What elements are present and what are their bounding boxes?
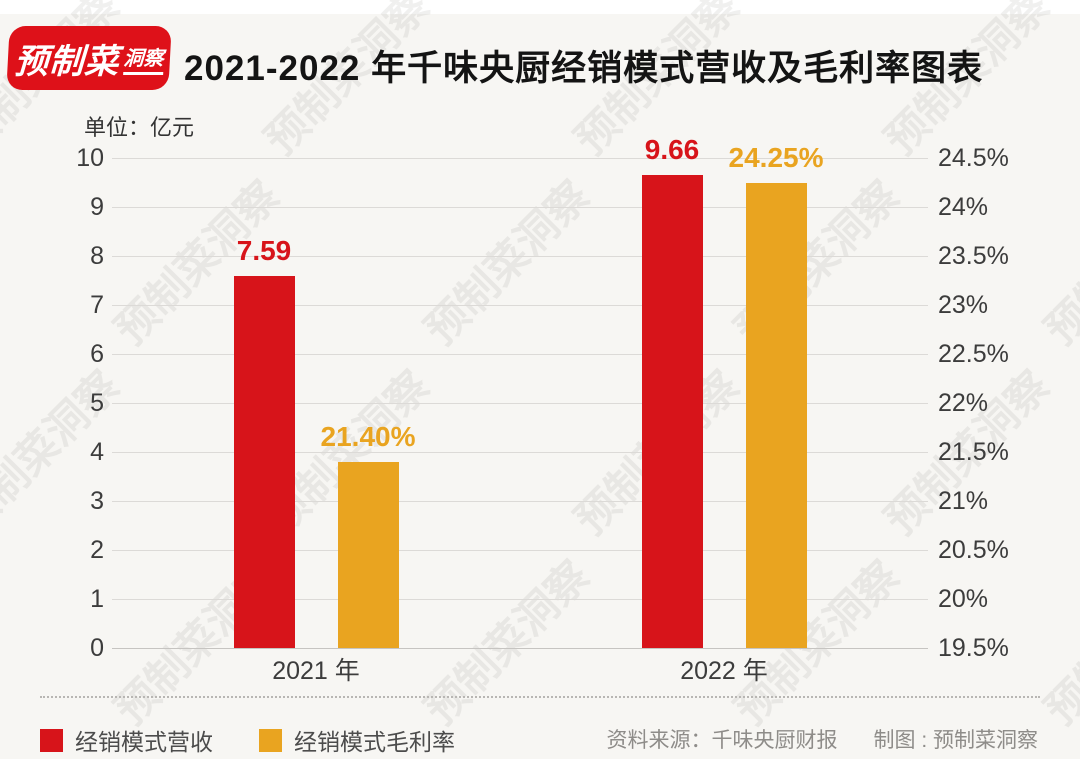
- gridline: [112, 256, 928, 257]
- left-axis-tick: 3: [90, 487, 104, 515]
- bar-value-label-gross-margin-1: 24.25%: [728, 141, 824, 173]
- gridline: [112, 452, 928, 453]
- bottom-margin-strip: [0, 759, 1080, 769]
- gridline: [112, 158, 928, 159]
- gridline: [112, 501, 928, 502]
- right-axis-tick: 20.5%: [938, 536, 1009, 564]
- left-axis-tick: 5: [90, 389, 104, 417]
- unit-label: 单位：亿元: [84, 115, 195, 140]
- left-axis-tick: 9: [90, 193, 104, 221]
- bar-revenue-1: [641, 174, 703, 648]
- chart-legend: 经销模式营收 经销模式毛利率: [40, 723, 455, 757]
- x-axis-category-label-0: 2021 年: [272, 657, 360, 685]
- gridline: [112, 599, 928, 600]
- right-axis-tick: 20%: [938, 585, 989, 613]
- bar-gross-margin-1: [745, 182, 807, 648]
- legend-swatch-gross-margin: [259, 728, 282, 752]
- left-axis-tick: 8: [90, 242, 104, 270]
- gridline: [112, 305, 928, 306]
- right-axis-tick: 19.5%: [938, 634, 1009, 662]
- legend-label-revenue: 经销模式营收: [75, 729, 213, 755]
- chart-title: 2021-2022 年千味央厨经销模式营收及毛利率图表: [184, 49, 984, 88]
- right-axis-tick: 24%: [938, 193, 989, 221]
- gridline: [112, 354, 928, 355]
- x-axis-category-label-1: 2022 年: [680, 657, 768, 685]
- right-axis-tick: 23%: [938, 291, 989, 319]
- top-margin-strip: [0, 0, 1080, 14]
- bar-value-label-gross-margin-0: 21.40%: [320, 420, 416, 452]
- right-axis-tick: 24.5%: [938, 144, 1009, 172]
- left-axis-tick: 6: [90, 340, 104, 368]
- legend-swatch-revenue: [40, 728, 63, 752]
- gridline: [112, 550, 928, 551]
- legend-item-gross-margin: 经销模式毛利率: [259, 723, 455, 757]
- bar-value-label-revenue-0: 7.59: [236, 235, 292, 267]
- legend-label-gross-margin: 经销模式毛利率: [294, 729, 455, 755]
- gridline: [112, 207, 928, 208]
- data-source-text: 资料来源：千味央厨财报: [606, 729, 838, 752]
- left-axis-tick: 1: [90, 585, 104, 613]
- x-axis-line: [112, 648, 928, 649]
- dotted-separator: [40, 696, 1040, 698]
- bar-gross-margin-0: [337, 461, 399, 648]
- left-axis-tick: 10: [76, 144, 104, 172]
- right-axis-tick: 21.5%: [938, 438, 1009, 466]
- chart-credit-text: 制图 : 预制菜洞察: [873, 729, 1038, 752]
- gridline: [112, 403, 928, 404]
- right-axis-tick: 21%: [938, 487, 989, 515]
- footer-credits: 资料来源：千味央厨财报 制图 : 预制菜洞察: [606, 724, 1038, 754]
- bar-revenue-0: [233, 276, 295, 648]
- left-axis-tick: 2: [90, 536, 104, 564]
- left-axis-tick: 4: [90, 438, 104, 466]
- right-axis-tick: 22.5%: [938, 340, 1009, 368]
- bar-value-label-revenue-1: 9.66: [644, 133, 700, 165]
- right-axis-tick: 23.5%: [938, 242, 1009, 270]
- right-axis-tick: 22%: [938, 389, 989, 417]
- legend-item-revenue: 经销模式营收: [40, 723, 213, 757]
- left-axis-tick: 0: [90, 634, 104, 662]
- left-axis-tick: 7: [90, 291, 104, 319]
